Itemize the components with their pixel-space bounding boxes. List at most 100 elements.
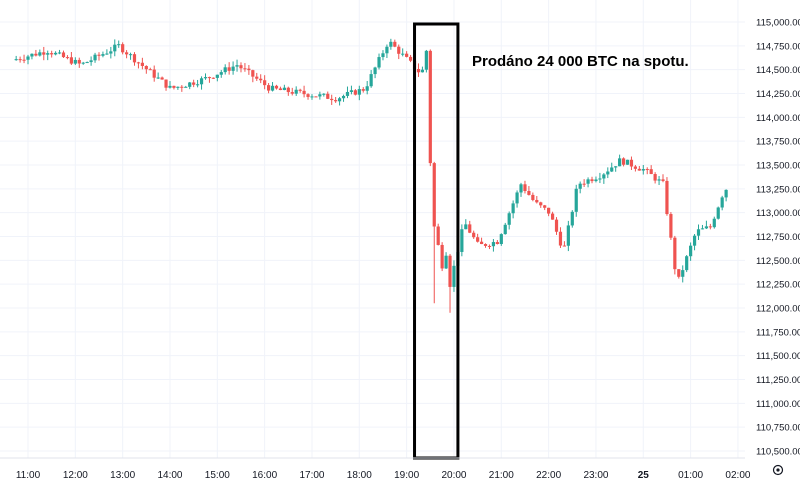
candle-body (405, 53, 409, 57)
candle-body (550, 213, 555, 220)
candle-body (302, 90, 306, 95)
candle-body (590, 179, 594, 182)
x-tick-label: 01:00 (678, 470, 703, 481)
candle-body (598, 178, 602, 180)
candle-body (385, 46, 389, 54)
candle-body (282, 87, 286, 91)
candle-body (629, 159, 634, 167)
candle-body (416, 68, 421, 73)
candle-body (239, 65, 243, 69)
candle-body (61, 52, 66, 58)
candle-body (389, 41, 393, 47)
candle-body (428, 50, 432, 164)
y-tick-label: 115,000.00 (756, 18, 800, 29)
candle-body (377, 57, 381, 68)
candle-body (140, 62, 144, 66)
candle-body (298, 89, 302, 91)
candle-body (26, 56, 30, 60)
candle-body (144, 65, 148, 70)
y-tick-label: 111,250.00 (756, 375, 800, 386)
candle-body (543, 205, 547, 208)
candle-body (227, 67, 231, 71)
candle-body (716, 207, 720, 219)
candle-body (665, 180, 669, 215)
candle-body (436, 226, 440, 245)
x-tick-label: 11:00 (16, 470, 41, 481)
candle-body (42, 52, 46, 55)
candle-body (618, 158, 622, 167)
candle-body (349, 90, 354, 92)
candle-body (582, 183, 586, 185)
candle-body (704, 226, 708, 229)
candle-body (641, 169, 645, 171)
candle-body (247, 68, 251, 71)
candle-body (223, 67, 227, 73)
candle-body (578, 183, 582, 189)
candle-body (535, 199, 539, 203)
y-tick-label: 114,000.00 (756, 113, 800, 124)
y-tick-label: 110,750.00 (756, 423, 800, 434)
candle-body (160, 77, 164, 80)
candle-body (89, 60, 93, 63)
candle-body (511, 203, 515, 214)
candle-body (93, 54, 97, 61)
candle-body (128, 54, 133, 56)
candle-body (136, 62, 141, 64)
candle-body (85, 62, 89, 64)
candle-body (195, 84, 200, 86)
highlight-box (413, 22, 460, 460)
candle-body (326, 93, 330, 99)
candle-body (708, 226, 712, 228)
candle-body (330, 98, 334, 101)
candle-body (507, 213, 511, 225)
candle-body (46, 53, 50, 55)
candle-body (645, 169, 649, 171)
candle-body (337, 98, 342, 102)
candle-body (602, 174, 606, 179)
x-tick-label: 14:00 (157, 470, 182, 481)
candle-body (696, 229, 701, 236)
candle-body (401, 53, 405, 55)
y-tick-label: 112,500.00 (756, 256, 800, 267)
candle-body (692, 235, 697, 246)
candle-body (188, 82, 192, 87)
candle-body (606, 171, 610, 175)
candle-body (677, 269, 681, 277)
candle-body (487, 245, 492, 247)
x-tick-label: 22:00 (536, 470, 561, 481)
x-tick-label: 02:00 (725, 470, 750, 481)
grid (0, 0, 745, 458)
candle-body (491, 242, 496, 247)
candle-body (251, 70, 255, 77)
candle-body (440, 244, 444, 269)
candle-body (69, 57, 73, 64)
candle-body (566, 225, 570, 246)
candle-body (345, 91, 350, 96)
candle-body (637, 168, 641, 171)
candle-body (255, 76, 259, 79)
candle-body (215, 74, 219, 78)
candle-body (259, 78, 263, 81)
candle-body (117, 44, 121, 46)
candle-body (14, 59, 18, 61)
candle-body (653, 174, 657, 181)
candle-body (483, 244, 488, 246)
candle-body (527, 190, 531, 195)
candle-body (503, 224, 507, 235)
candle-body (290, 92, 294, 94)
candle-body (452, 265, 456, 287)
candle-body (38, 52, 42, 56)
candle-body (381, 53, 385, 58)
candle-body (373, 67, 377, 75)
candle-body (294, 89, 298, 94)
candle-body (176, 86, 180, 88)
y-tick-label: 110,500.00 (756, 447, 800, 458)
candle-body (334, 100, 338, 102)
candle-body (211, 77, 215, 79)
candle-body (408, 56, 413, 61)
candle-body (720, 197, 724, 208)
gear-icon[interactable] (772, 464, 784, 476)
candle-body (570, 211, 574, 226)
